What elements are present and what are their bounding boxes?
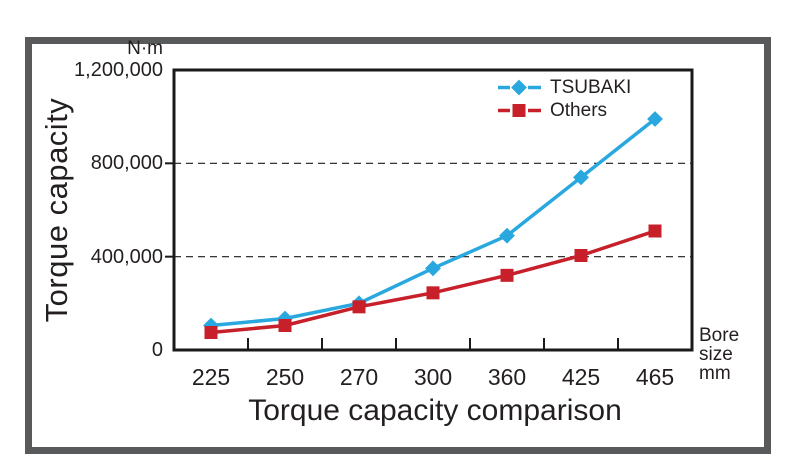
tsubaki-diamond-marker-icon: [498, 79, 541, 96]
y-tick-label: 0: [151, 339, 163, 361]
chart-title: Torque capacity comparison: [248, 394, 622, 427]
x-axis-unit-line: mm: [699, 363, 731, 384]
data-point-square: [500, 268, 514, 282]
data-point-diamond: [425, 260, 441, 277]
x-tick-label: 425: [561, 364, 601, 390]
y-axis-title: Torque capacity: [39, 97, 74, 323]
x-tick-label: 300: [413, 364, 453, 390]
data-point-square: [204, 326, 218, 339]
x-axis-unit-label: Bore size mm: [699, 326, 739, 383]
figure-frame: [25, 37, 771, 454]
data-point-square: [574, 249, 588, 262]
plot-border: [172, 68, 694, 352]
series-line-others: [210, 229, 656, 335]
y-tick-label: 400,000: [90, 246, 163, 268]
x-tick-label: 270: [339, 364, 379, 390]
legend: TSUBAKI Others: [497, 76, 631, 122]
x-axis-unit-line: size: [699, 344, 733, 365]
legend-label: TSUBAKI: [550, 77, 632, 98]
x-tick-label: 225: [191, 364, 231, 390]
data-point-square: [278, 319, 292, 332]
x-axis-unit-line: Bore: [699, 325, 740, 346]
others-square-marker-icon: [498, 104, 541, 117]
data-point-square: [352, 300, 366, 314]
data-point-square: [648, 224, 662, 238]
y-tick-label: 1,200,000: [74, 59, 163, 81]
x-tick-label: 250: [265, 364, 305, 390]
x-tick-label: 465: [635, 364, 675, 390]
legend-item-tsubaki: TSUBAKI: [497, 76, 631, 99]
legend-item-others: Others: [497, 99, 631, 122]
x-tick-label: 360: [487, 364, 527, 390]
y-tick-label: 800,000: [90, 152, 163, 174]
y-axis-unit-label: N·m: [127, 38, 163, 59]
data-point-square: [426, 286, 440, 300]
legend-label: Others: [550, 100, 608, 121]
